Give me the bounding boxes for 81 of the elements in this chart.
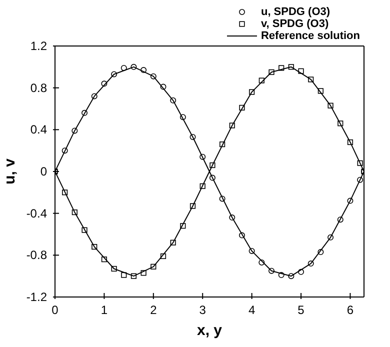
point — [170, 240, 176, 246]
point — [249, 89, 255, 95]
point — [170, 97, 176, 104]
point — [101, 80, 108, 87]
point — [318, 88, 324, 94]
y-tick-label: -0.4 — [26, 206, 48, 220]
point — [190, 203, 196, 209]
point — [190, 134, 196, 140]
y-tick-label: -1.2 — [26, 290, 48, 304]
x-tick-label: 2 — [150, 303, 158, 317]
point — [229, 122, 235, 128]
point — [140, 67, 147, 74]
x-tick-label: 4 — [248, 303, 256, 317]
y-tick-label: 0.4 — [30, 122, 48, 137]
point — [347, 198, 354, 204]
point — [209, 174, 216, 181]
point — [278, 65, 284, 71]
point — [239, 104, 245, 111]
point — [258, 78, 264, 84]
point — [278, 272, 284, 278]
point — [140, 270, 146, 276]
legend-label: Reference solution — [260, 30, 360, 42]
point — [357, 176, 364, 183]
y-tick-label: -0.8 — [26, 248, 48, 262]
point — [120, 64, 127, 71]
point — [62, 148, 68, 154]
point — [82, 227, 88, 233]
point — [219, 142, 226, 148]
point — [200, 183, 206, 189]
point — [288, 273, 294, 280]
point — [130, 273, 137, 279]
point — [111, 266, 117, 272]
point — [229, 214, 236, 221]
point — [219, 196, 226, 202]
point — [258, 259, 265, 266]
y-tick-label: 0 — [40, 164, 48, 178]
legend-label: v, SPDG (O3) — [260, 18, 329, 30]
x-tick-label: 5 — [298, 303, 305, 317]
point — [130, 64, 137, 70]
point — [72, 209, 78, 216]
y-axis-title: u, v — [1, 158, 18, 184]
point — [347, 139, 354, 146]
point — [62, 190, 68, 196]
point — [288, 64, 294, 70]
y-tick-label: 1.2 — [30, 39, 48, 53]
point — [180, 114, 186, 120]
point — [338, 120, 344, 126]
point — [160, 253, 166, 260]
point — [248, 248, 255, 254]
point — [160, 84, 166, 90]
point — [268, 69, 274, 75]
point — [200, 154, 206, 160]
point — [298, 268, 304, 275]
point — [150, 264, 156, 270]
point — [238, 232, 245, 238]
point — [268, 268, 274, 274]
point — [328, 102, 334, 108]
point — [92, 244, 98, 250]
point — [111, 71, 118, 78]
point — [121, 272, 127, 278]
legend-label: u, SPDG (O3) — [260, 6, 330, 18]
point — [150, 73, 156, 80]
x-tick-label: 0 — [52, 303, 59, 317]
point — [318, 249, 324, 256]
point — [91, 93, 98, 100]
point — [337, 216, 344, 223]
x-tick-label: 1 — [100, 303, 108, 317]
point — [210, 162, 216, 168]
y-tick-label: 0.8 — [30, 80, 48, 95]
x-tick-label: 6 — [346, 303, 354, 317]
point — [357, 160, 363, 166]
point — [308, 260, 314, 267]
point — [328, 234, 334, 240]
x-axis-title: x, y — [196, 322, 223, 339]
x-tick-label: 3 — [199, 303, 206, 317]
point — [298, 68, 304, 74]
point — [308, 76, 314, 82]
point — [101, 256, 108, 262]
point — [180, 223, 186, 229]
point — [72, 128, 78, 134]
point — [82, 110, 88, 116]
